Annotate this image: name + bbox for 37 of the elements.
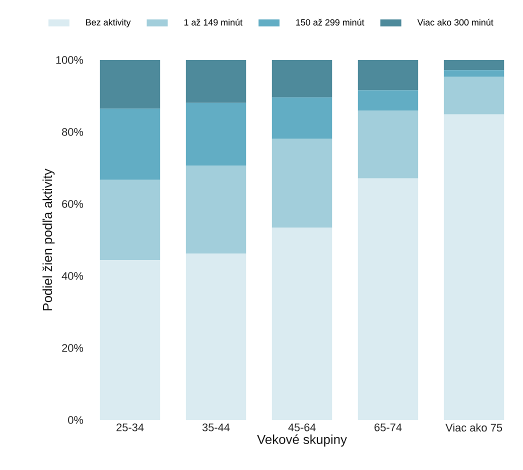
- bar: [186, 165, 246, 254]
- bar: [444, 60, 504, 70]
- bar: [444, 114, 504, 420]
- bar: [272, 60, 332, 98]
- legend-label: 1 až 149 minút: [184, 18, 242, 26]
- x-tick-label: 25-34: [116, 424, 144, 432]
- bar: [272, 97, 332, 139]
- legend-label: Viac ako 300 minút: [417, 18, 494, 26]
- y-tick-label: 80%: [62, 128, 84, 136]
- bar: [186, 60, 246, 103]
- bar: [358, 60, 418, 90]
- y-tick-label: 100%: [56, 56, 84, 64]
- x-axis-title: Vekové skupiny: [257, 434, 347, 447]
- legend-label: 150 až 299 minút: [296, 18, 364, 26]
- x-tick-label: Viac ako 75: [446, 424, 502, 432]
- x-tick-label: 65-74: [374, 424, 402, 432]
- bar: [358, 178, 418, 420]
- bar: [186, 254, 246, 420]
- x-tick-label: 35-44: [202, 424, 230, 432]
- bar: [444, 70, 504, 77]
- bar: [100, 60, 160, 109]
- bar: [100, 260, 160, 420]
- y-tick-label: 0%: [68, 416, 84, 424]
- y-tick-label: 20%: [62, 344, 84, 352]
- bar: [358, 90, 418, 111]
- y-tick-label: 60%: [62, 200, 84, 208]
- bar: [272, 138, 332, 228]
- bar: [272, 228, 332, 420]
- x-tick-label: 45-64: [288, 424, 316, 432]
- legend-label: Bez aktivity: [86, 18, 131, 28]
- y-axis-title: Podiel žien podľa aktivity: [42, 168, 55, 310]
- y-tick-label: 40%: [62, 272, 84, 280]
- bar: [186, 102, 246, 166]
- bar: [100, 108, 160, 180]
- bar: [358, 110, 418, 178]
- bar: [444, 76, 504, 114]
- bar: [100, 180, 160, 260]
